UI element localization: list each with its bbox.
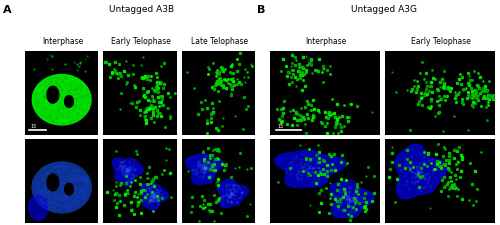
Polygon shape	[218, 179, 248, 208]
Text: B: B	[258, 4, 266, 14]
Polygon shape	[47, 87, 58, 104]
Polygon shape	[112, 158, 143, 187]
Polygon shape	[32, 162, 91, 213]
Polygon shape	[330, 180, 374, 218]
Text: Interphase: Interphase	[306, 37, 347, 46]
Polygon shape	[32, 75, 91, 125]
Text: A: A	[2, 4, 11, 14]
Polygon shape	[47, 174, 58, 191]
Polygon shape	[28, 195, 48, 220]
Text: Late Telophase: Late Telophase	[191, 37, 248, 46]
Text: Early Telophase: Early Telophase	[112, 37, 171, 46]
Polygon shape	[140, 184, 168, 210]
Polygon shape	[64, 183, 74, 195]
Polygon shape	[395, 144, 448, 199]
Text: Interphase: Interphase	[42, 37, 84, 46]
Polygon shape	[32, 162, 91, 213]
Text: Untagged A3B: Untagged A3B	[108, 5, 174, 14]
Text: Early Telophase: Early Telophase	[412, 37, 471, 46]
Polygon shape	[275, 151, 346, 188]
Polygon shape	[186, 154, 223, 184]
Polygon shape	[32, 162, 91, 213]
Text: 15: 15	[278, 124, 284, 129]
Text: 15: 15	[30, 124, 36, 129]
Polygon shape	[64, 96, 74, 108]
Text: Untagged A3G: Untagged A3G	[351, 5, 417, 14]
